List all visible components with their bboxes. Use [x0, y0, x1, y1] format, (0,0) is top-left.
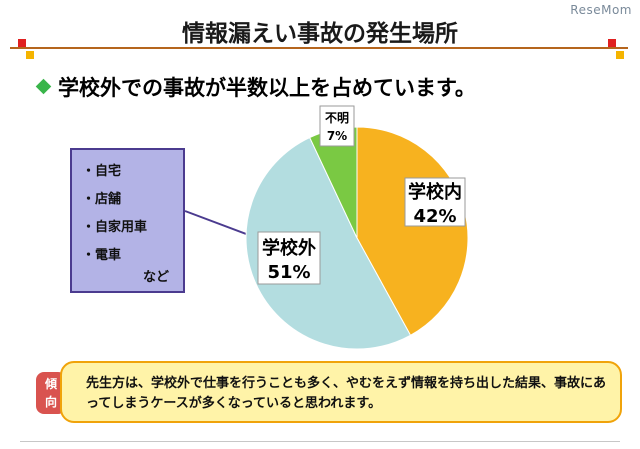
pie-label-name-2: 不明 [325, 111, 349, 125]
pie-label-value-2: 7% [327, 129, 347, 143]
callout-item: ・自家用車 [82, 220, 148, 235]
subtitle: 学校外での事故が半数以上を占めています。 [58, 76, 476, 100]
trend-box [60, 361, 622, 423]
divider-square-red-right [608, 39, 616, 47]
trend-tag-top: 傾 [44, 377, 57, 391]
pie-label-name-0: 学校内 [408, 181, 462, 203]
pie-label-value-0: 42% [413, 206, 456, 227]
pie-label-name-1: 学校外 [262, 237, 316, 259]
pie-label-box-0 [404, 177, 466, 227]
page-title: 情報漏えい事故の発生場所 [182, 21, 458, 47]
trend-tag-bottom: 向 [44, 395, 57, 409]
callout-item: ・電車 [82, 248, 122, 263]
callout-item: ・自宅 [82, 164, 122, 179]
title-divider [10, 47, 628, 49]
trend-text: 先生方は、学校外で仕事を行うことも多く、やむをえず情報を持ち出した結果、事故にあ… [86, 376, 607, 411]
footer-divider [20, 441, 620, 442]
callout-box: ・自宅 ・店舗 ・自家用車 ・電車 など [70, 148, 185, 293]
callout-item: ・店舗 [82, 192, 122, 207]
pie-label-box-1 [257, 231, 321, 285]
callout-etc: など [142, 270, 169, 285]
watermark: ReseMom [570, 3, 632, 17]
pie-slice-1 [245, 136, 412, 350]
divider-square-yellow-left [26, 51, 34, 59]
pie-label-value-1: 51% [267, 262, 310, 283]
divider-square-yellow-right [616, 51, 624, 59]
divider-square-red-left [18, 39, 26, 47]
pie-label-box-2 [319, 105, 355, 147]
